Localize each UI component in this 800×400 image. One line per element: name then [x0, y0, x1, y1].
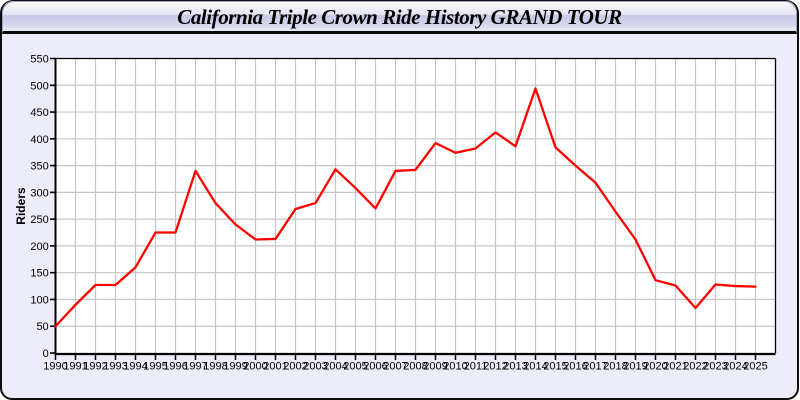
svg-text:2012: 2012 [483, 360, 507, 372]
svg-text:2001: 2001 [263, 360, 287, 372]
svg-text:2017: 2017 [583, 360, 607, 372]
svg-text:150: 150 [30, 267, 48, 279]
svg-text:1998: 1998 [203, 360, 227, 372]
svg-text:350: 350 [30, 160, 48, 172]
svg-text:2000: 2000 [243, 360, 267, 372]
svg-text:1994: 1994 [123, 360, 147, 372]
svg-text:2006: 2006 [363, 360, 387, 372]
svg-text:2010: 2010 [443, 360, 467, 372]
svg-text:2015: 2015 [543, 360, 567, 372]
svg-text:2018: 2018 [603, 360, 627, 372]
svg-text:2013: 2013 [503, 360, 527, 372]
svg-text:400: 400 [30, 134, 48, 146]
svg-text:2022: 2022 [683, 360, 707, 372]
svg-text:1999: 1999 [223, 360, 247, 372]
svg-text:2003: 2003 [303, 360, 327, 372]
svg-text:550: 550 [30, 53, 48, 65]
svg-text:0: 0 [43, 348, 49, 360]
svg-text:2016: 2016 [563, 360, 587, 372]
svg-text:1992: 1992 [83, 360, 107, 372]
svg-text:2009: 2009 [423, 360, 447, 372]
svg-text:1996: 1996 [163, 360, 187, 372]
svg-text:200: 200 [30, 241, 48, 253]
svg-text:2020: 2020 [643, 360, 667, 372]
svg-text:2021: 2021 [663, 360, 687, 372]
svg-text:1990: 1990 [43, 360, 67, 372]
svg-text:2019: 2019 [623, 360, 647, 372]
svg-text:2023: 2023 [703, 360, 727, 372]
svg-text:2007: 2007 [383, 360, 407, 372]
svg-text:1991: 1991 [63, 360, 87, 372]
svg-text:450: 450 [30, 107, 48, 119]
svg-text:2004: 2004 [323, 360, 347, 372]
svg-text:50: 50 [36, 321, 48, 333]
svg-text:2008: 2008 [403, 360, 427, 372]
svg-text:1995: 1995 [143, 360, 167, 372]
svg-text:2011: 2011 [464, 360, 488, 372]
svg-text:250: 250 [30, 214, 48, 226]
svg-text:500: 500 [30, 80, 48, 92]
svg-text:1993: 1993 [103, 360, 127, 372]
svg-text:2014: 2014 [523, 360, 547, 372]
svg-text:2005: 2005 [343, 360, 367, 372]
svg-text:Riders: Riders [14, 187, 28, 225]
svg-text:2025: 2025 [743, 360, 767, 372]
svg-text:2024: 2024 [723, 360, 747, 372]
svg-text:100: 100 [30, 294, 48, 306]
svg-text:300: 300 [30, 187, 48, 199]
svg-text:2002: 2002 [283, 360, 307, 372]
svg-text:1997: 1997 [183, 360, 207, 372]
